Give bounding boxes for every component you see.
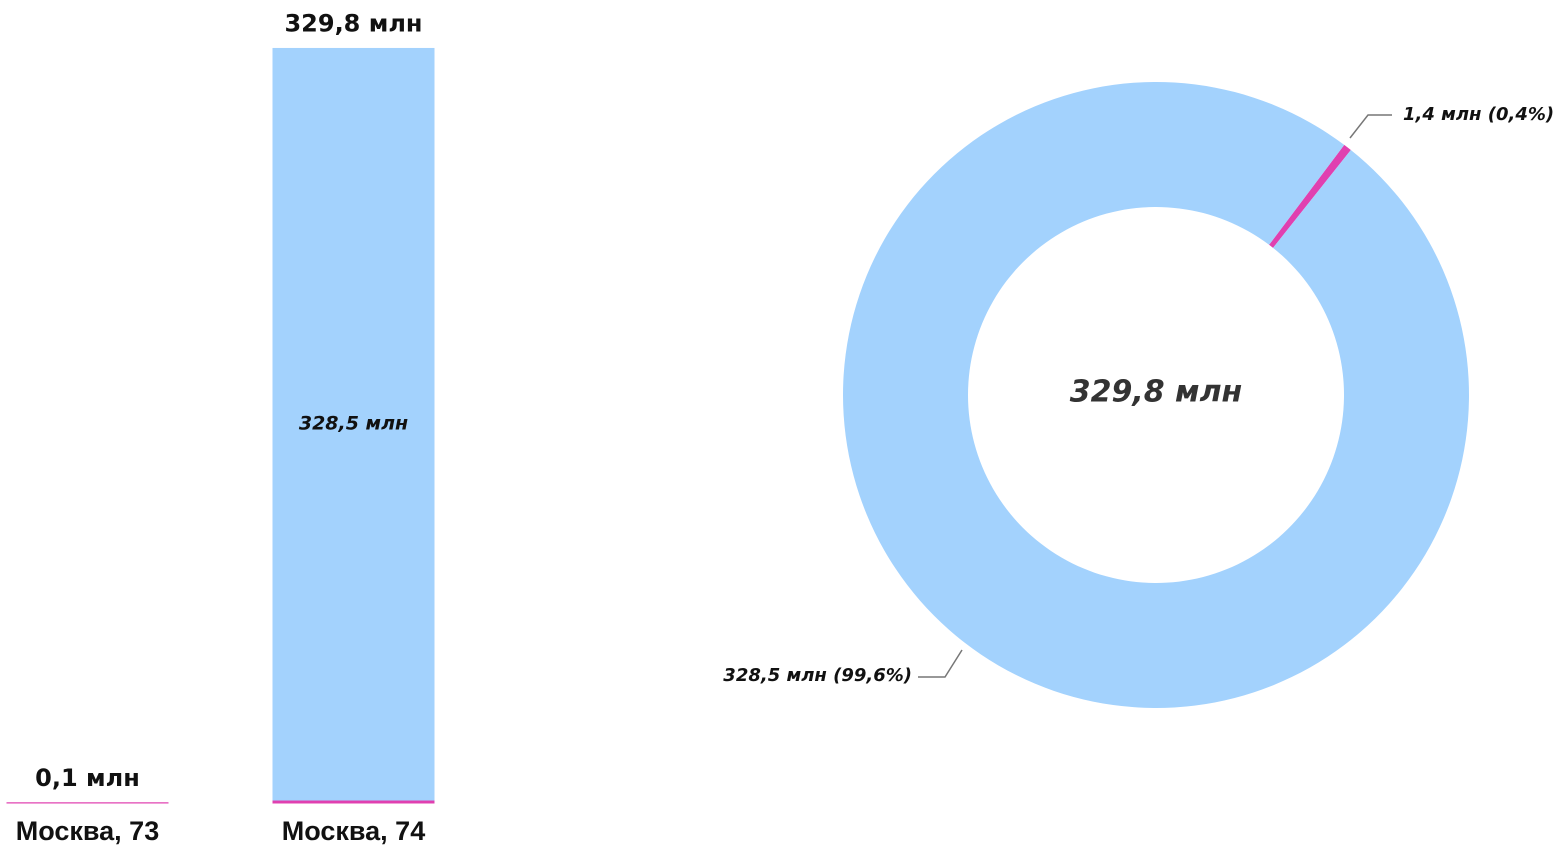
center-label: 329,8 млн	[1070, 375, 1243, 410]
segment-label: 328,5 млн	[299, 413, 408, 435]
x-tick-label: Москва, 73	[16, 816, 159, 846]
donut-segment	[1269, 144, 1351, 248]
donut-label: 1,4 млн (0,4%)	[1403, 104, 1554, 125]
leader-line	[918, 649, 963, 678]
leader-line	[1349, 114, 1392, 139]
total-label: 329,8 млн	[284, 9, 422, 37]
total-label: 0,1 млн	[35, 764, 140, 792]
x-tick-label: Москва, 74	[282, 816, 425, 846]
bar-segment	[272, 47, 435, 801]
donut-segment	[842, 81, 1469, 708]
donut-label: 328,5 млн (99,6%)	[723, 665, 912, 686]
